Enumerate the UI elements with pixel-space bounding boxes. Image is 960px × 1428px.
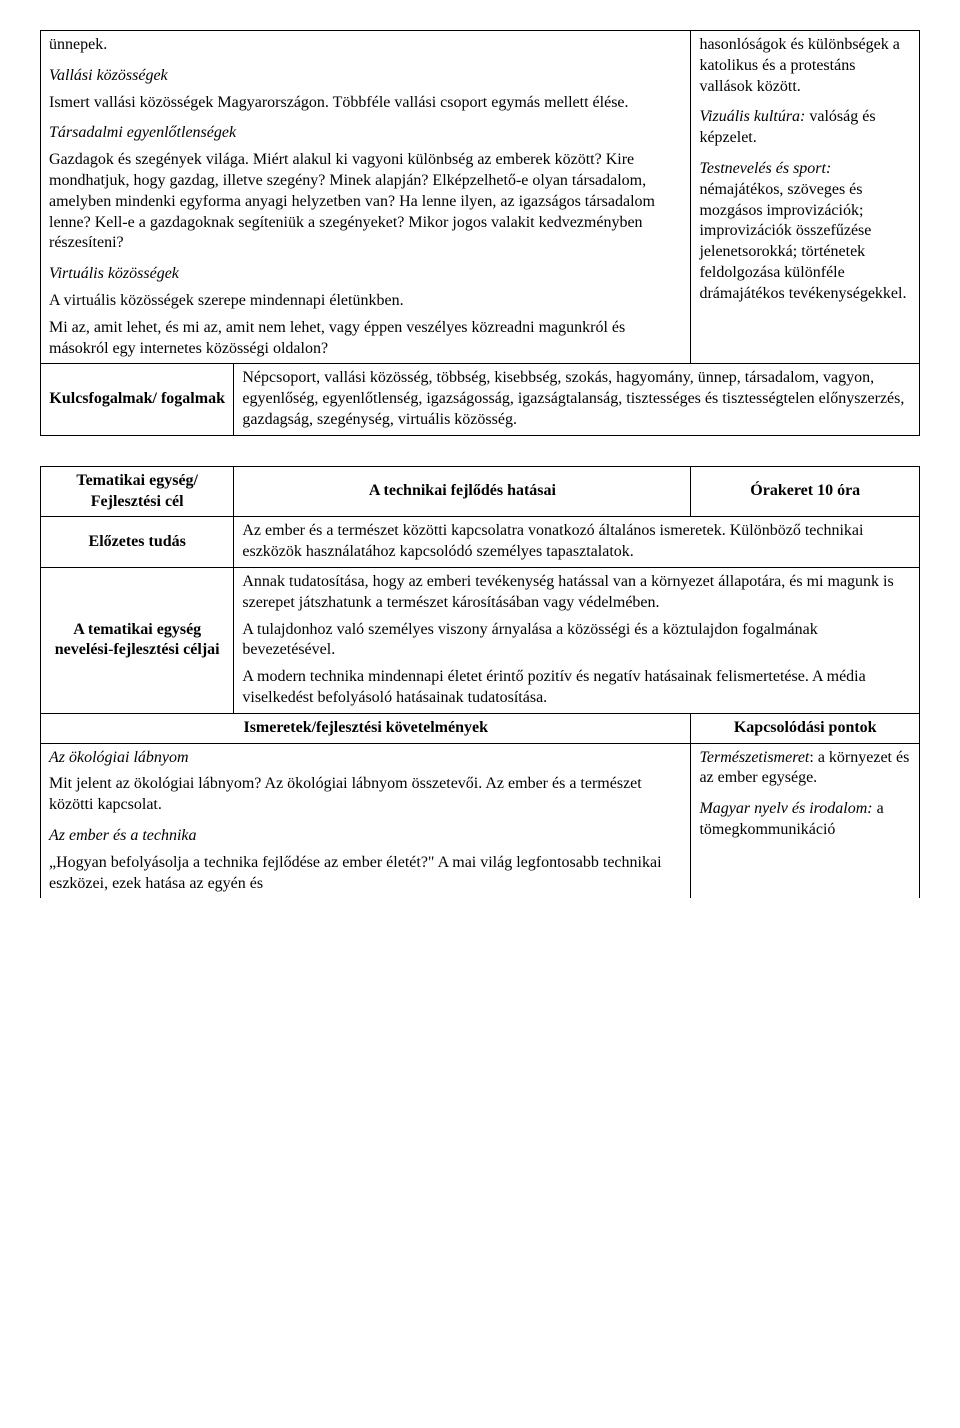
- t1-h-tarsadalmi: Társadalmi egyenlőtlenségek: [49, 124, 236, 141]
- t2-r3c2-p1: Annak tudatosítása, hogy az emberi tevék…: [242, 572, 911, 614]
- t2-r1c3: Órakeret 10 óra: [691, 466, 920, 517]
- t1-r-h1: Vizuális kultúra:: [699, 108, 805, 125]
- t2-r1c1: Tematikai egység/ Fejlesztési cél: [41, 466, 234, 517]
- t2-r5l-h1: Az ökológiai lábnyom: [49, 749, 189, 766]
- t2-r4c1: Ismeretek/fejlesztési követelmények: [41, 713, 691, 743]
- t2-r5-right: Természetismeret: a környezet és az embe…: [691, 743, 920, 898]
- t1-key-text: Népcsoport, vallási közösség, többség, k…: [234, 364, 920, 435]
- t2-r5l-p2: „Hogyan befolyásolja a technika fejlődés…: [49, 853, 682, 895]
- t1-p-vallasi: Ismert vallási közösségek Magyarországon…: [49, 93, 682, 114]
- t2-r4c2: Kapcsolódási pontok: [691, 713, 920, 743]
- t2-r5l-h2: Az ember és a technika: [49, 827, 197, 844]
- t1-right-cell: hasonlóságok és különbségek a katolikus …: [691, 31, 920, 364]
- t2-r1c2: A technikai fejlődés hatásai: [234, 466, 691, 517]
- t2-r5-left: Az ökológiai lábnyom Mit jelent az ökoló…: [41, 743, 691, 898]
- t1-p-tarsadalmi: Gazdagok és szegények világa. Miért alak…: [49, 150, 682, 254]
- t2-r5l-p1: Mit jelent az ökológiai lábnyom? Az ökol…: [49, 774, 682, 816]
- t1-left-cell: ünnepek. Vallási közösségek Ismert vallá…: [41, 31, 691, 364]
- t1-r-h2: Testnevelés és sport:: [699, 160, 831, 177]
- t1-p-virtualis1: A virtuális közösségek szerepe mindennap…: [49, 291, 682, 312]
- t2-r5r-h1: Természetismeret: [699, 749, 809, 766]
- t1-h-vallasi: Vallási közösségek: [49, 67, 168, 84]
- t2-r3c2-p3: A modern technika mindennapi életet érin…: [242, 667, 911, 709]
- t1-r-p3: némajátékos, szöveges és mozgásos improv…: [699, 181, 906, 302]
- t2-r3c2-p2: A tulajdonhoz való személyes viszony árn…: [242, 620, 911, 662]
- t2-r5r-h2: Magyar nyelv és irodalom:: [699, 800, 872, 817]
- t2-r3c2: Annak tudatosítása, hogy az emberi tevék…: [234, 567, 920, 713]
- t1-p-virtualis2: Mi az, amit lehet, és mi az, amit nem le…: [49, 318, 682, 360]
- curriculum-table-2: Tematikai egység/ Fejlesztési cél A tech…: [40, 466, 920, 899]
- t2-r2c2: Az ember és a természet közötti kapcsola…: [234, 517, 920, 568]
- t1-r-p1: hasonlóságok és különbségek a katolikus …: [699, 35, 911, 97]
- t1-key-label: Kulcsfogalmak/ fogalmak: [41, 364, 234, 435]
- t2-r2c1: Előzetes tudás: [41, 517, 234, 568]
- t1-h-virtualis: Virtuális közösségek: [49, 265, 179, 282]
- t1-p-unnepek: ünnepek.: [49, 35, 682, 56]
- curriculum-table-1: ünnepek. Vallási közösségek Ismert vallá…: [40, 30, 920, 436]
- t2-r3c1: A tematikai egység nevelési-fejlesztési …: [41, 567, 234, 713]
